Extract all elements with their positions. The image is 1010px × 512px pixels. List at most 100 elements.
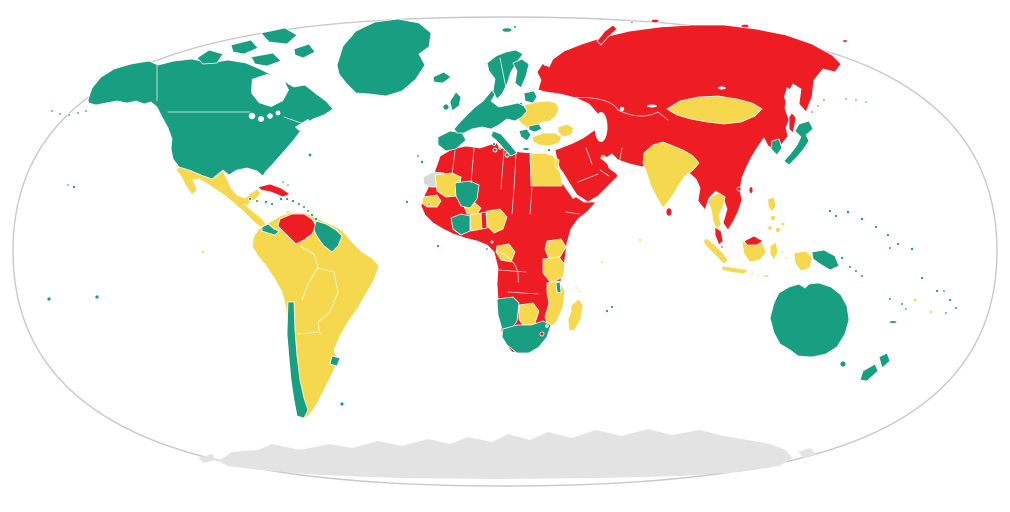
- border-libya-chad: [513, 153, 517, 189]
- caribbean-dot-3: [263, 199, 268, 204]
- region-tonga: [929, 309, 934, 314]
- aleutian-5: [84, 109, 88, 113]
- caribbean-dot-10: [306, 209, 310, 213]
- caribbean-dot-9: [302, 205, 306, 209]
- pacific-dot-4: [860, 216, 865, 221]
- border-saudi-yemen: [577, 173, 599, 183]
- border-algeria-libya: [470, 147, 475, 184]
- pacific-dot-14: [900, 302, 904, 306]
- great-lake-2: [258, 116, 264, 122]
- region-iberia: [437, 130, 467, 152]
- region-botswana: [518, 302, 540, 330]
- region-sardinia: [492, 147, 498, 153]
- lake-balkhash: [647, 104, 657, 108]
- regions-yellow: [175, 95, 934, 420]
- border-colombia-brazil: [299, 245, 319, 269]
- region-mauritius: [610, 305, 614, 309]
- great-lake-1: [248, 112, 256, 120]
- border-bolivia-argentina: [297, 331, 319, 335]
- border-morocco-algeria: [451, 150, 456, 176]
- aleutian-1: [50, 109, 54, 113]
- caribbean-dot-11: [310, 213, 314, 217]
- pacific-dot-8: [888, 246, 892, 250]
- arctic-island-5: [293, 43, 316, 59]
- aral-sea: [619, 106, 625, 112]
- pacific-dot-west-1: [46, 296, 52, 302]
- region-western-europe: [453, 89, 528, 134]
- franz-josef-land: [630, 20, 634, 24]
- region-india: [642, 141, 700, 209]
- black-sea: [535, 121, 561, 133]
- region-senegal: [421, 194, 442, 208]
- region-venezuela: [277, 213, 317, 245]
- region-moluccas-1: [780, 250, 784, 254]
- region-south-africa: [501, 320, 552, 354]
- region-israel: [554, 157, 560, 171]
- region-seychelles: [600, 260, 604, 264]
- region-thailand: [707, 192, 726, 231]
- region-moluccas-2: [784, 256, 788, 260]
- region-benin: [480, 211, 488, 230]
- region-fiji: [912, 297, 918, 303]
- border-kazakhstan-china: [657, 111, 669, 121]
- region-uruguay: [329, 355, 341, 367]
- region-chile: [286, 301, 309, 419]
- region-mexico-central-america: [175, 166, 268, 229]
- border-norway-sweden: [499, 57, 507, 89]
- lake-baikal: [718, 86, 726, 90]
- region-philippines-3: [775, 227, 781, 233]
- border-sudan-w: [529, 187, 533, 215]
- region-sicily: [504, 152, 510, 158]
- region-bioko: [490, 240, 494, 244]
- antarctica-east-islet: [798, 448, 816, 458]
- border-congo: [499, 251, 519, 283]
- region-maldives: [638, 238, 642, 242]
- border-brazil-north: [317, 267, 335, 273]
- region-australia: [769, 282, 850, 358]
- region-luzon: [767, 196, 777, 213]
- new-siberian-islands: [740, 23, 750, 29]
- pacific-dot-9: [910, 246, 915, 251]
- region-new-britain: [840, 256, 844, 260]
- caribbean-dot-6: [285, 197, 289, 201]
- atlantic-dot: [436, 244, 440, 248]
- hudson-strait: [283, 73, 301, 85]
- arctic-island-1: [196, 49, 224, 65]
- region-solomons-1: [848, 265, 852, 269]
- pacific-dot-15: [904, 307, 908, 311]
- white-sea: [543, 60, 549, 66]
- arctic-island-2: [230, 39, 259, 55]
- pacific-dot-7: [896, 242, 900, 246]
- region-baltics: [523, 90, 538, 104]
- aleutian-e-3: [864, 100, 868, 104]
- pacific-dot-17: [954, 306, 958, 310]
- region-south-america-body: [251, 211, 380, 420]
- region-java: [721, 265, 749, 275]
- region-cuba: [257, 183, 291, 198]
- region-turkey: [531, 132, 563, 147]
- caribbean-dot-5: [278, 196, 283, 201]
- micro-overlays: [539, 324, 549, 337]
- region-caucasus: [557, 123, 575, 138]
- hawaii-2: [72, 185, 76, 189]
- aleutian-e-1: [844, 97, 848, 101]
- great-lake-3: [267, 113, 273, 119]
- pacific-dot-5: [874, 225, 878, 229]
- region-solomons-2: [854, 269, 858, 273]
- border-bolivia-brazil: [329, 271, 339, 313]
- region-kenya: [544, 238, 567, 260]
- region-tanzania: [542, 256, 566, 284]
- region-sri-lanka: [665, 207, 673, 217]
- country-shapes: [46, 18, 958, 420]
- region-west-papua: [793, 250, 813, 272]
- pacific-dot-west-2: [94, 294, 100, 300]
- border-iran-pakistan: [618, 147, 623, 165]
- region-sumatra: [702, 237, 729, 265]
- border-ethiopia-somalia: [565, 211, 581, 215]
- border-iran-iraq: [585, 147, 593, 165]
- region-gambia: [427, 202, 431, 206]
- pacific-dot-6: [886, 233, 890, 237]
- region-svalbard-east: [513, 25, 517, 29]
- north-america-waters: [248, 73, 312, 131]
